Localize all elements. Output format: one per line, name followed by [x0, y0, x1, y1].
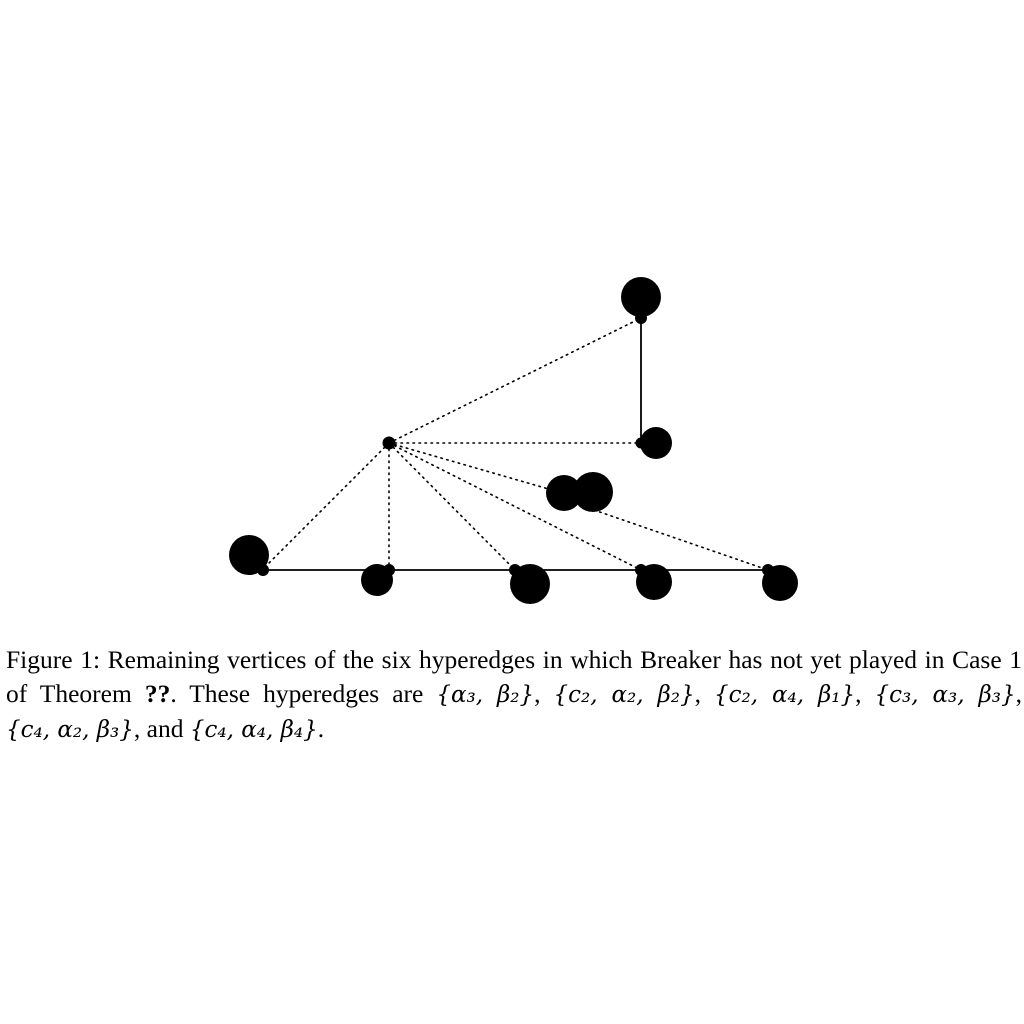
figure-caption: Figure 1: Remaining vertices of the six …: [6, 645, 1023, 743]
caption-set-2: {c₂, α₂, β₂}: [553, 682, 695, 708]
vertex-bottom-3-large: [510, 564, 550, 604]
caption-end: .: [317, 714, 325, 743]
vertex-bottom-3-small: [509, 564, 521, 576]
vertices: [229, 277, 798, 604]
dotted-edge-center-top: [388, 317, 642, 444]
caption-set-3: {c₂, α₄, β₁}: [714, 682, 856, 708]
vertex-bottom-5-small: [762, 564, 774, 576]
vertex-cluster-a: [546, 475, 582, 511]
dotted-edge-center-bottom4: [388, 442, 642, 571]
vertex-cluster-b: [573, 472, 613, 512]
hypergraph-figure: [229, 277, 798, 604]
caption-text-1: Remaining vertices of the six hyperedges…: [6, 645, 1023, 708]
dotted-edge-center-bottom3: [388, 442, 516, 571]
vertex-top-small: [635, 312, 647, 324]
dotted-edge-center-bottom1: [261, 442, 390, 571]
vertex-mid-right-large: [640, 427, 672, 459]
vertex-bottom-4-small: [635, 564, 647, 576]
vertex-top-large: [621, 277, 661, 317]
vertex-bottom-1-large: [229, 535, 269, 575]
vertex-bottom-2-small: [383, 564, 395, 576]
vertex-bottom-1-small: [257, 564, 269, 576]
caption-set-1: {α₃, β₂}: [436, 682, 535, 708]
dotted-edges: [261, 317, 769, 571]
dotted-edge-center-cluster: [388, 442, 567, 495]
solid-edges: [262, 318, 768, 571]
caption-set-4: {c₃, α₃, β₃}: [874, 682, 1016, 708]
vertex-center: [382, 436, 396, 450]
caption-text-2: . These hyperedges are: [170, 679, 424, 708]
caption-set-5: {c₄, α₂, β₃}: [6, 717, 134, 743]
caption-theorem-ref: ??: [144, 679, 171, 708]
dotted-edge-cluster-bottom5: [593, 509, 769, 571]
caption-set-6: {c₄, α₄, β₄}: [189, 717, 318, 743]
caption-conjunction: and: [146, 714, 184, 743]
caption-label: Figure 1:: [6, 645, 101, 674]
